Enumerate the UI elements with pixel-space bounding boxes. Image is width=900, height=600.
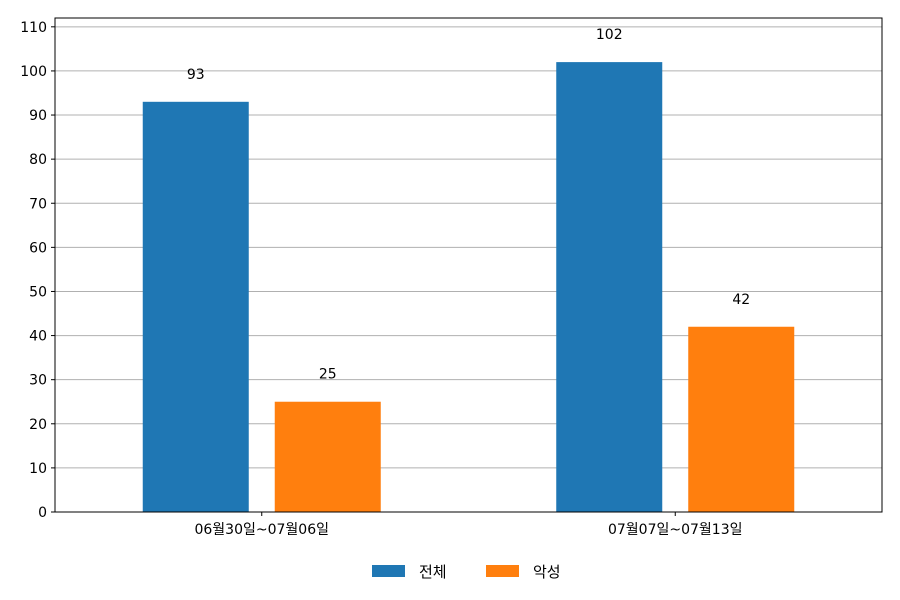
legend-swatch (486, 565, 519, 577)
y-axis: 0 10 20 30 40 50 60 70 80 90 100 110 (20, 20, 55, 521)
x-tick-label: 06월30일~07월06일 (194, 522, 329, 538)
bar-malicious (688, 326, 795, 512)
x-axis: 06월30일~07월06일 07월07일~07월13일 (194, 512, 743, 538)
y-tick-label: 90 (29, 108, 47, 124)
bar-total (556, 62, 663, 512)
bar-value-label: 93 (187, 67, 205, 83)
data-labels: 93 25 102 42 (187, 27, 750, 383)
bar-value-label: 102 (596, 27, 623, 43)
plot-frame (54, 17, 883, 513)
y-tick-label: 100 (20, 64, 47, 80)
y-tick-label: 110 (20, 20, 47, 36)
y-tick-label: 80 (29, 152, 47, 168)
y-tick-label: 10 (29, 461, 47, 477)
bar-malicious (274, 401, 381, 512)
y-tick-label: 40 (29, 329, 47, 345)
y-tick-label: 0 (38, 505, 47, 521)
y-tick-label: 30 (29, 373, 47, 389)
legend: 전체 악성 (372, 563, 561, 581)
legend-label: 악성 (533, 563, 561, 581)
bars (142, 62, 795, 512)
legend-label: 전체 (419, 563, 447, 581)
bar-value-label: 42 (732, 292, 750, 308)
y-tick-label: 20 (29, 417, 47, 433)
legend-swatch (372, 565, 405, 577)
y-tick-label: 50 (29, 284, 47, 300)
bar-value-label: 25 (319, 367, 337, 383)
x-tick-label: 07월07일~07월13일 (608, 522, 743, 538)
bar-total (142, 101, 249, 512)
y-tick-label: 60 (29, 240, 47, 256)
y-tick-label: 70 (29, 196, 47, 212)
